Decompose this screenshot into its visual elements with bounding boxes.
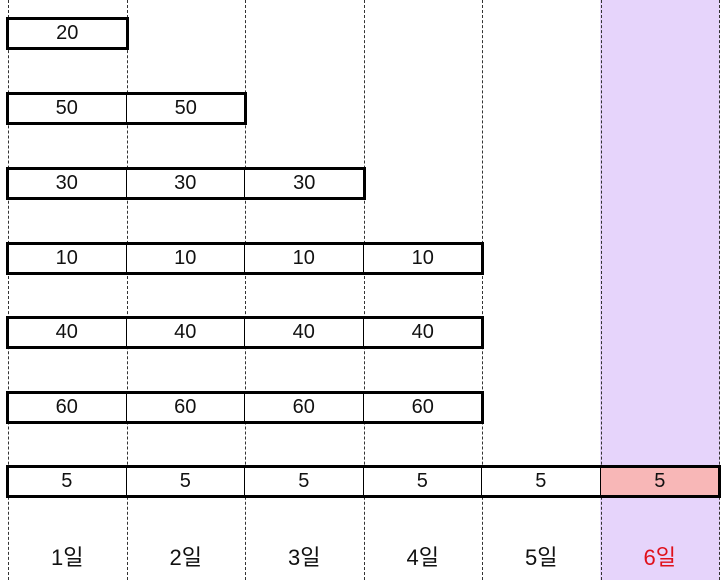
- value-cell: 60: [363, 393, 482, 422]
- column-divider: [719, 0, 720, 580]
- value-row: 30 30 30: [6, 167, 366, 200]
- value-cell: 40: [8, 318, 127, 347]
- day-label: 5일: [525, 545, 558, 570]
- value-cell: 10: [126, 244, 245, 273]
- value-row: 40 40 40 40: [6, 316, 484, 349]
- value-cell: 10: [363, 244, 482, 273]
- value-cell: 60: [126, 393, 245, 422]
- value-cell: 5: [126, 467, 245, 496]
- value-cell: 5: [600, 467, 719, 496]
- value-cell: 30: [126, 169, 245, 198]
- value-cell: 50: [8, 94, 127, 123]
- value-cell: 10: [8, 244, 127, 273]
- value-cell: 50: [126, 94, 245, 123]
- column-divider: [8, 0, 9, 580]
- value-cell: 40: [363, 318, 482, 347]
- value-cell: 30: [245, 169, 364, 198]
- day-label: 3일: [288, 545, 321, 570]
- value-cell: 20: [8, 19, 127, 48]
- value-row: 60 60 60 60: [6, 391, 484, 424]
- column-divider: [600, 0, 602, 580]
- value-cell: 60: [245, 393, 364, 422]
- value-cell: 10: [245, 244, 364, 273]
- value-cell: 5: [245, 467, 364, 496]
- column-divider: [245, 0, 246, 580]
- value-cell: 40: [126, 318, 245, 347]
- value-row: 50 50: [6, 92, 247, 125]
- column-divider: [363, 0, 365, 580]
- column-divider: [482, 0, 483, 580]
- day-label: 2일: [169, 545, 202, 570]
- day-label: 6일: [643, 545, 676, 570]
- value-cell: 5: [363, 467, 482, 496]
- day-label: 4일: [406, 545, 439, 570]
- value-row: 20: [6, 17, 129, 50]
- value-cell: 60: [8, 393, 127, 422]
- value-cell: 40: [245, 318, 364, 347]
- day-label: 1일: [51, 545, 84, 570]
- value-row: 10 10 10 10: [6, 242, 484, 275]
- column-divider: [126, 0, 128, 580]
- value-cell: 30: [8, 169, 127, 198]
- value-cell: 5: [482, 467, 601, 496]
- value-cell: 5: [8, 467, 127, 496]
